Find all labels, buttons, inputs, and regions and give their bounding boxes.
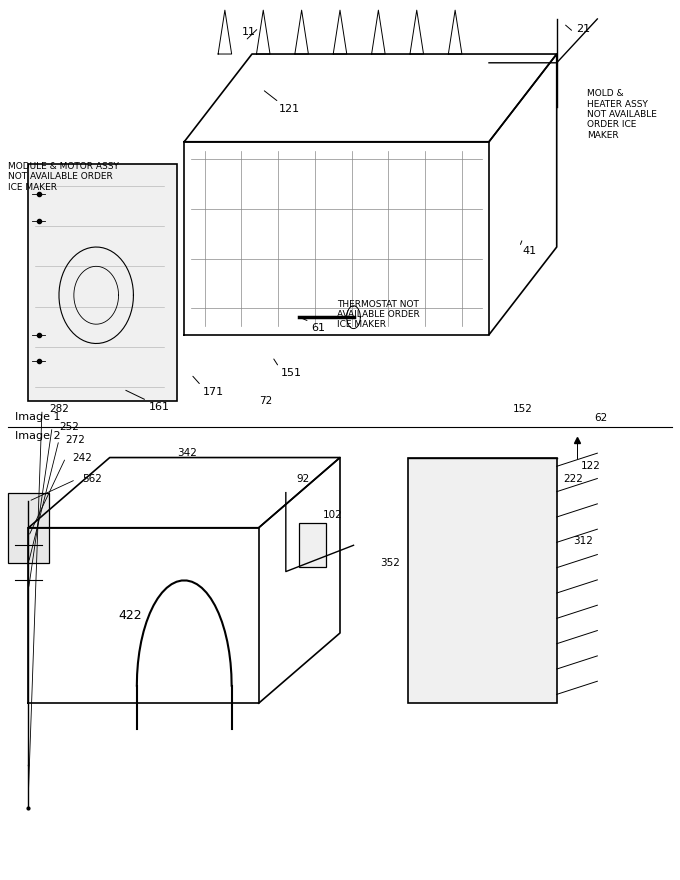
Text: 122: 122	[581, 461, 600, 472]
Text: 41: 41	[523, 246, 537, 256]
Text: MODULE & MOTOR ASSY
NOT AVAILABLE ORDER
ICE MAKER: MODULE & MOTOR ASSY NOT AVAILABLE ORDER …	[8, 162, 119, 192]
Text: 62: 62	[594, 413, 607, 423]
Bar	[8, 493, 49, 563]
Text: 342: 342	[177, 448, 197, 458]
Text: 272: 272	[66, 435, 86, 445]
Text: 121: 121	[279, 105, 300, 114]
Text: Image 2: Image 2	[15, 431, 61, 441]
Text: 21: 21	[576, 25, 590, 34]
Text: 72: 72	[258, 395, 272, 406]
Text: 312: 312	[574, 536, 594, 546]
Text: 152: 152	[513, 404, 532, 414]
Text: 61: 61	[311, 323, 326, 333]
Text: 102: 102	[323, 510, 343, 519]
Text: 282: 282	[49, 404, 69, 414]
Bar	[299, 524, 326, 568]
Text: 562: 562	[83, 474, 103, 485]
Text: 171: 171	[203, 386, 224, 397]
Text: 161: 161	[149, 401, 170, 412]
Text: 352: 352	[381, 558, 401, 568]
Text: 11: 11	[241, 27, 256, 37]
Text: Image 1: Image 1	[15, 413, 61, 422]
Text: 242: 242	[73, 452, 92, 463]
FancyBboxPatch shape	[408, 458, 557, 703]
Text: 92: 92	[296, 474, 309, 485]
FancyBboxPatch shape	[29, 164, 177, 400]
Text: 222: 222	[564, 474, 583, 485]
Text: MOLD &
HEATER ASSY
NOT AVAILABLE
ORDER ICE
MAKER: MOLD & HEATER ASSY NOT AVAILABLE ORDER I…	[588, 89, 657, 140]
Text: 252: 252	[59, 422, 79, 432]
Text: THERMOSTAT NOT
AVAILABLE ORDER
ICE MAKER: THERMOSTAT NOT AVAILABLE ORDER ICE MAKER	[337, 300, 420, 329]
Text: 422: 422	[118, 609, 142, 622]
Text: 151: 151	[281, 369, 302, 378]
